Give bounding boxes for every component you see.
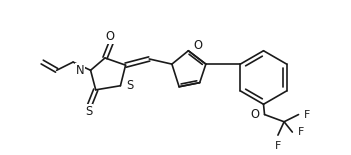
Text: F: F — [304, 110, 310, 120]
Text: S: S — [127, 79, 134, 92]
Text: S: S — [85, 105, 92, 118]
Text: O: O — [250, 108, 259, 121]
Text: F: F — [275, 141, 281, 151]
Text: O: O — [106, 30, 115, 43]
Text: N: N — [76, 64, 84, 77]
Text: O: O — [193, 39, 203, 52]
Text: F: F — [298, 127, 304, 137]
